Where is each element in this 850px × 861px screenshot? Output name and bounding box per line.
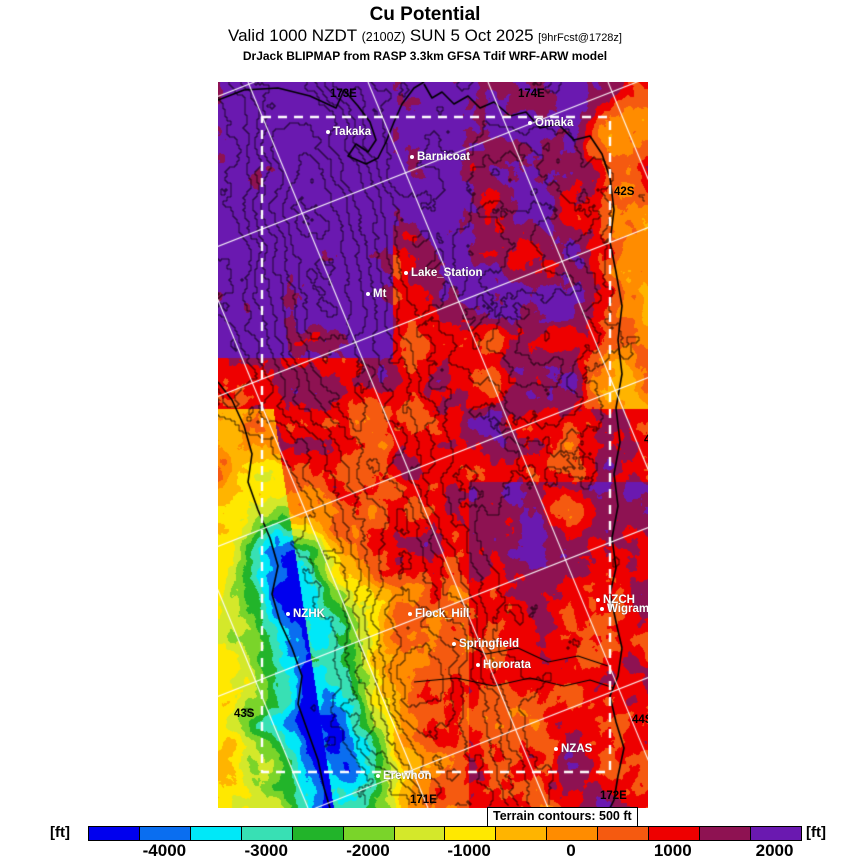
colorbar-band-13 [750, 827, 801, 840]
colorbar-band-10 [598, 827, 650, 840]
forecast-tag: [9hrFcst@1728z] [538, 32, 622, 44]
page-title: Cu Potential [369, 4, 481, 25]
colorbar-band-3 [241, 827, 293, 840]
colorbar-tick-1: -3000 [244, 841, 288, 860]
colorbar-tick-6: 2000 [755, 841, 794, 860]
colorbar-legend: [ft] [ft] -4000 -3000 -2000 -1000 0 1000 2000 [0, 824, 850, 860]
colorbar-band-6 [394, 827, 446, 840]
colorbar-unit-left: [ft] [50, 824, 70, 841]
colorbar-unit-right: [ft] [806, 824, 826, 841]
colorbar-band-7 [445, 827, 497, 840]
colorbar-band-11 [649, 827, 701, 840]
valid-time-main: Valid 1000 NZDT [228, 26, 358, 45]
valid-time-line: Valid 1000 NZDT (2100Z) SUN 5 Oct 2025 [… [0, 26, 850, 48]
forecast-map[interactable]: 173E174E41S42S42S43S43S44S171E172E Takak… [218, 82, 648, 808]
colorbar-band-0 [89, 827, 140, 840]
colorbar-band-1 [139, 827, 191, 840]
model-credit: DrJack BLIPMAP from RASP 3.3km GFSA Tdif… [242, 49, 608, 63]
colorbar-gradient [88, 826, 802, 841]
colorbar-band-4 [292, 827, 344, 840]
map-raster [218, 82, 648, 808]
colorbar-tick-2: -2000 [346, 841, 390, 860]
colorbar-tick-4: 0 [566, 841, 576, 860]
valid-time-zulu: (2100Z) [361, 30, 406, 44]
terrain-contour-note: Terrain contours: 500 ft [487, 807, 638, 827]
colorbar-tick-0: -4000 [142, 841, 187, 860]
header: Cu Potential Valid 1000 NZDT (2100Z) SUN… [0, 0, 850, 64]
colorbar-band-8 [496, 827, 548, 840]
colorbar-band-12 [700, 827, 751, 840]
colorbar-tick-3: -1000 [447, 841, 491, 860]
colorbar-tick-5: 1000 [653, 841, 692, 860]
colorbar-band-9 [547, 827, 599, 840]
colorbar-band-2 [190, 827, 242, 840]
valid-date: SUN 5 Oct 2025 [409, 26, 534, 45]
colorbar-band-5 [343, 827, 395, 840]
